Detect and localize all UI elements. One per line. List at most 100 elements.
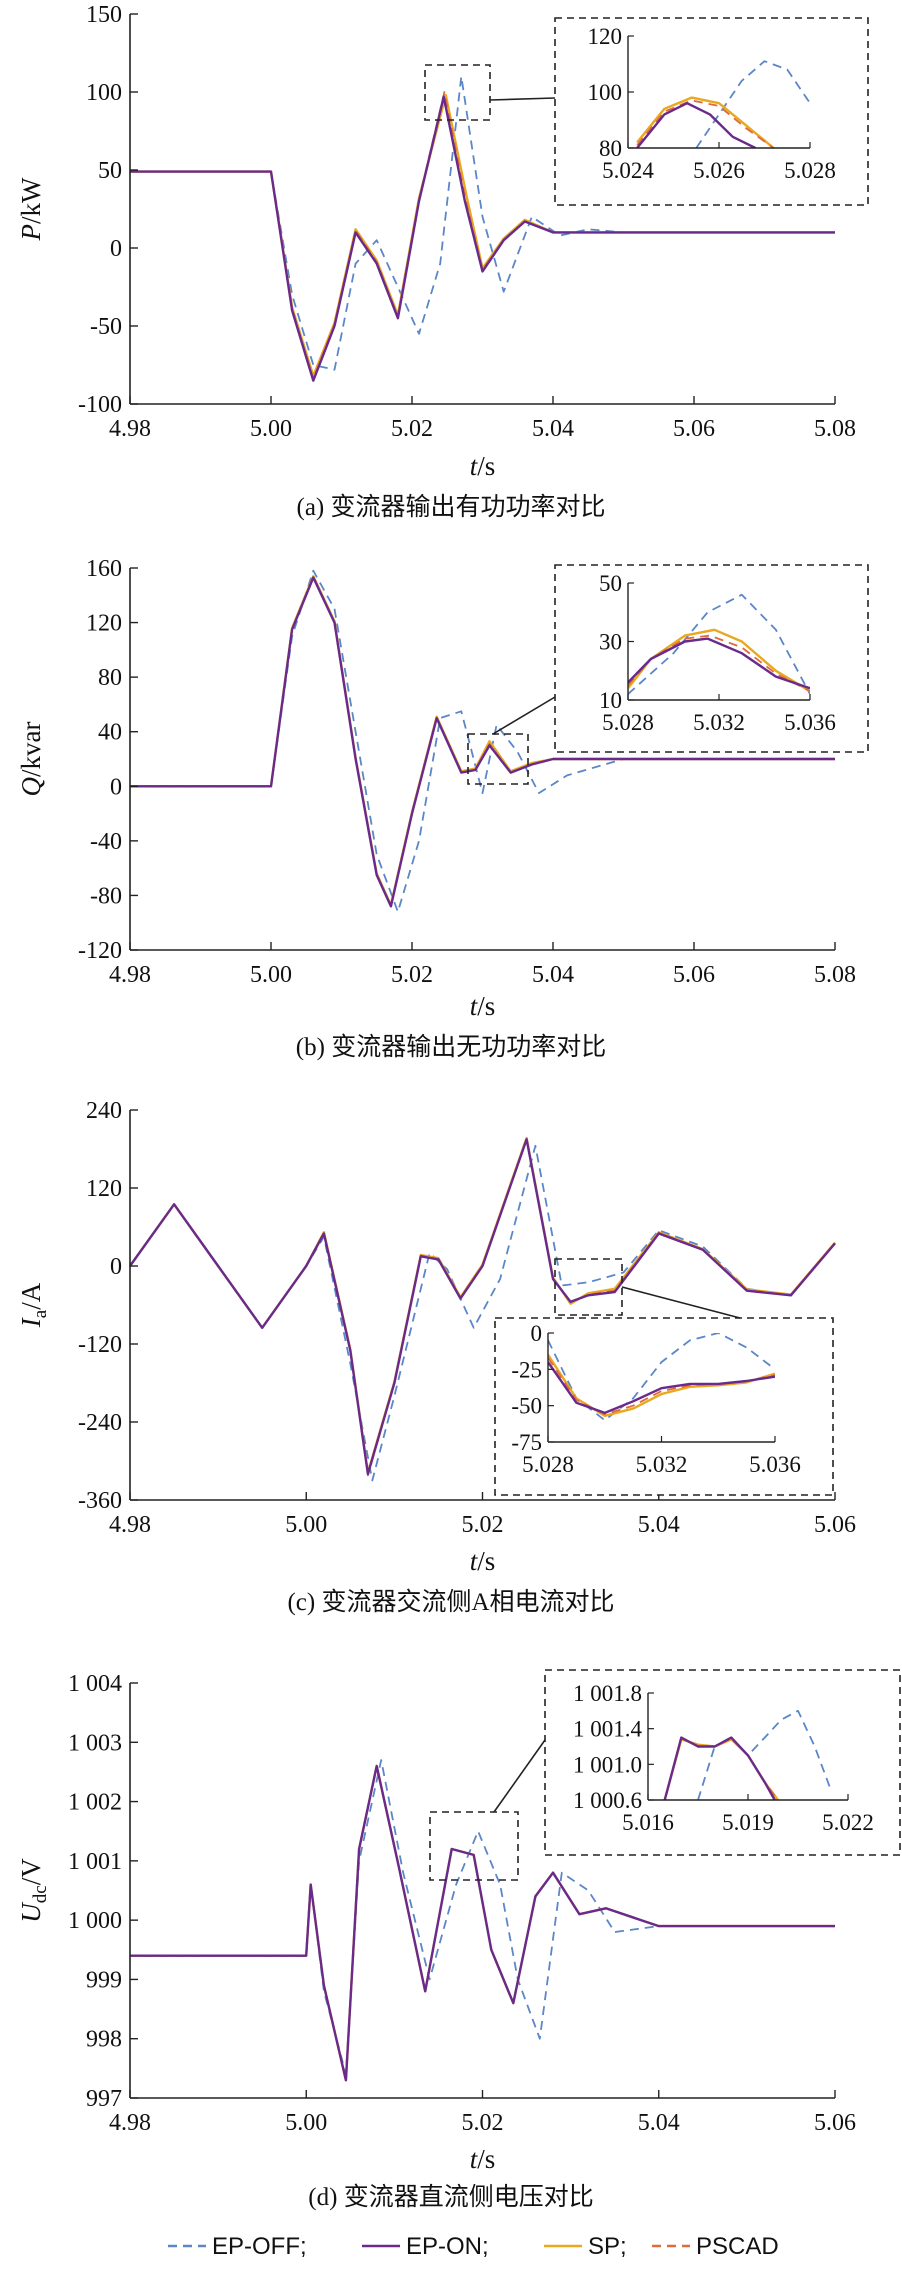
x-tick-label: 5.04 [532, 962, 574, 988]
x-tick-label: 5.04 [638, 1512, 680, 1538]
inset-y-tick-label: -50 [511, 1394, 542, 1419]
x-tick-label: 4.98 [109, 2110, 151, 2136]
inset-y-tick-label: 1 001.4 [573, 1717, 643, 1742]
inset-panel: 80 100 120 5.024 5.026 5.028 [554, 17, 869, 206]
y-tick-label: 1 003 [68, 1730, 122, 1756]
y-axis-label-unit: /V [16, 1858, 46, 1886]
inset-series-pscad [636, 99, 775, 148]
inset-y-tick-label: 30 [599, 630, 622, 655]
y-tick-label: -120 [78, 938, 122, 964]
x-axis-label-unit: /s [477, 451, 495, 481]
y-tick-label: 0 [110, 774, 122, 800]
inset-series-group [663, 1709, 833, 1800]
y-axis-label: Ia/A [16, 1282, 51, 1328]
zoom-region-box [429, 1811, 519, 1881]
chart-series-group [130, 569, 835, 913]
y-tick-label: 0 [110, 1254, 122, 1280]
main-series-ep-on [130, 576, 835, 908]
main-series-ep-on [130, 95, 835, 382]
y-tick-label: 160 [86, 556, 122, 582]
y-tick-label: 1 001 [68, 1849, 122, 1875]
x-tick-label: 5.06 [673, 962, 715, 988]
inset-series-ep-on [636, 101, 756, 148]
zoom-leader-line [492, 696, 556, 735]
x-tick-label: 5.04 [532, 416, 574, 442]
y-axis-label-var: P [16, 224, 46, 242]
inset-x-tick-label: 5.032 [693, 710, 745, 735]
y-axis-label-unit: /kvar [16, 722, 46, 777]
y-tick-label: 999 [86, 1967, 122, 1993]
x-axis-label: t/s [470, 2144, 496, 2174]
y-axis-label-var: Q [16, 777, 46, 797]
y-axis-label-var: I [16, 1316, 46, 1328]
zoom-region-box [467, 733, 529, 785]
inset-frame [554, 17, 869, 206]
inset-series-ep-on [628, 637, 810, 690]
chart-caption: (c) 变流器交流侧A相电流对比 [287, 1588, 614, 1616]
inset-y-tick-label: 100 [588, 80, 623, 105]
chart-caption: (a) 变流器输出有功功率对比 [297, 493, 606, 521]
main-series-ep-off [130, 75, 835, 371]
x-tick-label: 5.02 [391, 962, 433, 988]
legend-label: PSCAD [696, 2233, 779, 2260]
chart-caption: (b) 变流器输出无功功率对比 [296, 1033, 606, 1061]
inset-y-tick-label: 80 [599, 136, 622, 161]
inset-x-tick-label: 5.022 [822, 1810, 874, 1835]
inset-x-tick-label: 5.026 [693, 158, 745, 183]
chart-series-group [130, 75, 835, 382]
y-tick-label: 50 [98, 158, 122, 184]
y-tick-label: -50 [90, 314, 122, 340]
x-axis-label-unit: /s [477, 1546, 495, 1576]
y-axis-label-var: U [16, 1902, 46, 1923]
inset-x-tick-label: 5.036 [784, 710, 836, 735]
x-axis-label: t/s [470, 991, 496, 1021]
chart-series-group [129, 1136, 836, 1482]
x-axis-label-var: t [470, 451, 479, 481]
inset-series-ep-on [548, 1361, 775, 1415]
zoom-leader-line [493, 1739, 546, 1813]
y-tick-label: -240 [78, 1410, 122, 1436]
x-tick-label: 5.06 [814, 1512, 856, 1538]
x-tick-label: 5.00 [250, 962, 292, 988]
main-series-ep-off [130, 569, 835, 913]
x-tick-label: 5.06 [814, 2110, 856, 2136]
y-tick-label: -360 [78, 1488, 122, 1514]
inset-series-group [628, 593, 810, 695]
inset-x-tick-label: 5.016 [622, 1810, 674, 1835]
x-tick-label: 5.08 [814, 962, 856, 988]
inset-x-tick-label: 5.028 [602, 710, 654, 735]
y-tick-label: 997 [86, 2086, 122, 2112]
x-axis-label-unit: /s [477, 991, 495, 1021]
zoom-leader-line [489, 97, 556, 101]
y-tick-label: 100 [86, 80, 122, 106]
y-tick-label: -40 [90, 829, 122, 855]
inset-y-tick-label: 0 [531, 1321, 543, 1346]
y-tick-label: 1 002 [68, 1790, 122, 1816]
x-axis-label-var: t [470, 1546, 479, 1576]
x-axis-label-unit: /s [477, 2144, 495, 2174]
y-tick-label: 0 [110, 236, 122, 262]
y-tick-label: -80 [90, 883, 122, 909]
inset-y-tick-label: 1 000.6 [573, 1788, 642, 1813]
x-tick-label: 5.00 [285, 1512, 327, 1538]
chart-panel-3: 997 998 999 1 000 1 001 1 002 1 003 1 004 4.98 5.… [16, 1669, 901, 2211]
inset-y-tick-label: 1 001.0 [573, 1752, 642, 1777]
y-axis-label-sub: a [30, 1309, 51, 1318]
x-tick-label: 5.00 [285, 2110, 327, 2136]
main-series-ep-on [129, 1138, 836, 1476]
x-tick-label: 5.08 [814, 416, 856, 442]
inset-series-group [548, 1333, 775, 1422]
y-tick-label: 80 [98, 665, 122, 691]
y-tick-label: 40 [98, 720, 122, 746]
inset-series-group [636, 60, 810, 148]
x-tick-label: 5.06 [673, 416, 715, 442]
chart-series-group [130, 1759, 835, 2082]
y-tick-label: 1 000 [68, 1908, 122, 1934]
x-tick-label: 5.02 [462, 2110, 504, 2136]
y-axis-label: Udc/V [16, 1858, 51, 1923]
y-axis-label-unit: /A [16, 1282, 46, 1310]
y-tick-label: 150 [86, 2, 122, 28]
inset-x-tick-label: 5.032 [636, 1452, 688, 1477]
chart-panel-0: -100 -50 0 50 100 150 4.98 5.00 5.02 5.04 5.06 5.08… [16, 2, 869, 521]
